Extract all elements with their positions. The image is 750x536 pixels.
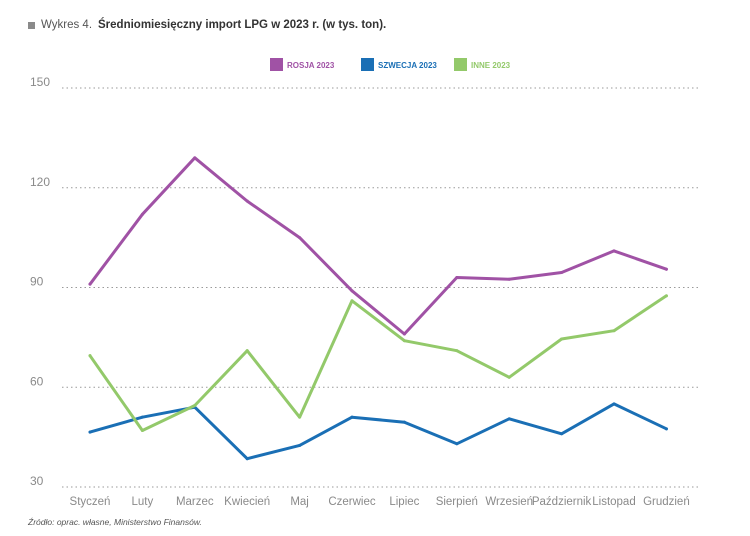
title-text: Średniomiesięczny import LPG w 2023 r. (… xyxy=(98,19,387,31)
legend-swatch-2 xyxy=(454,58,467,71)
data-point-0-2 xyxy=(193,156,197,160)
data-point-0-3 xyxy=(245,199,249,203)
series-line-0 xyxy=(88,156,668,336)
data-point-1-6 xyxy=(402,420,406,424)
x-tick-label: Wrzesień xyxy=(485,496,533,508)
x-tick-label: Styczeń xyxy=(70,496,111,508)
x-tick-label: Maj xyxy=(290,496,309,508)
data-point-2-5 xyxy=(350,299,354,303)
source-note: Źródło: oprac. własne, Ministerstwo Fina… xyxy=(28,517,202,527)
x-tick-label: Kwiecień xyxy=(224,496,270,508)
data-point-0-10 xyxy=(612,249,616,253)
x-tick-label: Marzec xyxy=(176,496,214,508)
x-tick-label: Grudzień xyxy=(643,496,690,508)
data-point-1-11 xyxy=(664,427,668,431)
series-line-2 xyxy=(88,294,668,432)
legend-label-1: SZWECJA 2023 xyxy=(378,61,437,70)
data-point-2-7 xyxy=(455,349,459,353)
data-point-0-0 xyxy=(88,282,92,286)
y-tick-label: 150 xyxy=(30,75,50,89)
y-tick-label: 90 xyxy=(30,275,44,289)
title-prefix: Wykres 4. xyxy=(41,19,93,31)
legend-label-0: ROSJA 2023 xyxy=(287,61,335,70)
data-point-0-6 xyxy=(402,332,406,336)
data-point-1-5 xyxy=(350,415,354,419)
data-point-2-9 xyxy=(560,337,564,341)
data-point-2-6 xyxy=(402,339,406,343)
data-point-0-7 xyxy=(455,276,459,280)
data-point-0-1 xyxy=(140,212,144,216)
data-point-2-8 xyxy=(507,375,511,379)
y-tick-label: 60 xyxy=(30,374,44,388)
legend-label-2: INNE 2023 xyxy=(471,61,511,70)
x-tick-label: Sierpień xyxy=(436,496,478,508)
x-tick-label: Luty xyxy=(132,496,154,508)
data-point-1-9 xyxy=(560,432,564,436)
y-tick-label: 120 xyxy=(30,175,50,189)
data-point-1-8 xyxy=(507,417,511,421)
data-point-0-5 xyxy=(350,289,354,293)
x-tick-label: Czerwiec xyxy=(328,496,376,508)
series-line-1 xyxy=(88,402,668,461)
data-point-2-11 xyxy=(664,294,668,298)
data-point-1-10 xyxy=(612,402,616,406)
x-tick-label: Lipiec xyxy=(389,496,419,508)
data-point-1-1 xyxy=(140,415,144,419)
data-point-1-4 xyxy=(298,443,302,447)
data-point-0-4 xyxy=(298,236,302,240)
title-square-icon xyxy=(28,21,35,29)
data-point-2-2 xyxy=(193,404,197,408)
data-point-2-10 xyxy=(612,329,616,333)
legend-swatch-0 xyxy=(270,58,283,71)
x-tick-label: Październik xyxy=(532,496,592,508)
data-point-2-4 xyxy=(298,415,302,419)
data-point-2-0 xyxy=(88,354,92,358)
legend-swatch-1 xyxy=(361,58,374,71)
y-tick-label: 30 xyxy=(30,474,44,488)
data-point-1-0 xyxy=(88,430,92,434)
chart-title: Wykres 4. Średniomiesięczny import LPG w… xyxy=(28,19,386,31)
data-point-0-8 xyxy=(507,277,511,281)
data-point-2-3 xyxy=(245,349,249,353)
data-point-0-9 xyxy=(560,271,564,275)
x-tick-label: Listopad xyxy=(592,496,635,508)
data-point-1-3 xyxy=(245,457,249,461)
data-point-0-11 xyxy=(664,267,668,271)
data-point-1-7 xyxy=(455,442,459,446)
data-point-2-1 xyxy=(140,428,144,432)
